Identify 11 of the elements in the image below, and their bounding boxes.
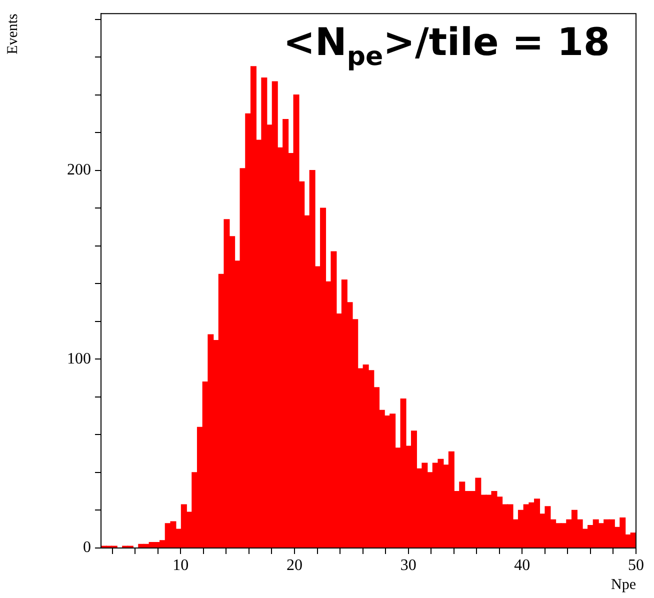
x-tick-label: 40 [514, 556, 530, 574]
y-tick-label: 200 [67, 162, 91, 179]
y-axis-title: Events [4, 13, 21, 54]
x-tick-label: 50 [628, 556, 644, 574]
y-tick-label: 0 [83, 539, 91, 556]
x-axis-title: Npe [611, 576, 636, 593]
x-tick-label: 30 [400, 556, 416, 574]
y-tick-label: 100 [67, 350, 91, 368]
x-tick-label: 20 [286, 556, 303, 574]
x-tick-label: 10 [172, 556, 189, 574]
annotation: <N$_{pe}$>/tile = 18 [283, 20, 610, 72]
